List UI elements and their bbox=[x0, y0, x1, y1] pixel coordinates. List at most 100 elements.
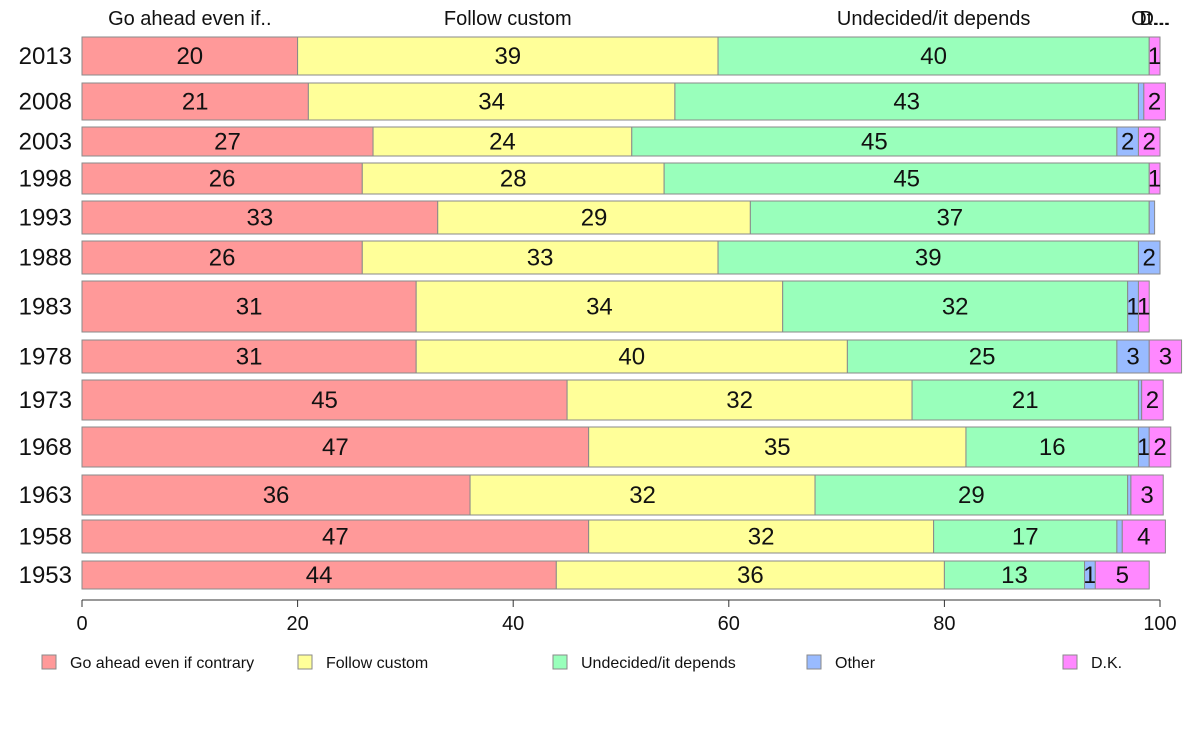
x-tick-label: 40 bbox=[502, 613, 524, 635]
bar-segment bbox=[1094, 560, 1150, 590]
bar-row-1958: 47 32 17 4 bbox=[81, 519, 1166, 554]
bar-segment bbox=[1130, 474, 1164, 516]
x-tick-label: 80 bbox=[933, 613, 955, 635]
data-label: 28 bbox=[500, 166, 527, 193]
bar-row-2003: 27 24 45 2 2 bbox=[81, 126, 1161, 157]
bar-segment bbox=[782, 280, 1129, 333]
legend-swatch bbox=[1062, 654, 1078, 670]
bar-segment bbox=[437, 200, 751, 235]
data-label: 36 bbox=[263, 482, 290, 509]
top-category-label: Follow custom bbox=[444, 8, 572, 30]
data-label: 2 bbox=[1153, 434, 1166, 461]
bar-row-1983: 31 34 32 11 bbox=[81, 280, 1151, 333]
data-label: 33 bbox=[527, 245, 554, 272]
legend-item: Other bbox=[806, 654, 876, 672]
bar-row-1953: 44 36 13 1 5 bbox=[81, 560, 1150, 590]
x-axis: 0 20 40 60 80 100 bbox=[76, 599, 1177, 635]
legend-swatch bbox=[297, 654, 313, 670]
bar-segment bbox=[717, 240, 1139, 275]
x-tick-label: 20 bbox=[286, 613, 308, 635]
legend-swatch bbox=[552, 654, 568, 670]
bar-segment bbox=[81, 519, 590, 554]
legend-label: Undecided/it depends bbox=[581, 655, 736, 672]
bar-row-1968: 47 35 16 1 2 bbox=[81, 426, 1172, 468]
bar-row-1973: 45 32 21 2 bbox=[81, 379, 1164, 421]
bar-segment bbox=[1148, 339, 1183, 374]
year-label: 1958 bbox=[19, 524, 72, 551]
data-label: 26 bbox=[209, 166, 236, 193]
bar-segment bbox=[81, 474, 471, 516]
year-label: 1993 bbox=[19, 205, 72, 232]
data-label: 2 bbox=[1146, 387, 1159, 414]
data-label: 32 bbox=[726, 387, 753, 414]
bar-segment bbox=[81, 560, 557, 590]
bar-segment bbox=[933, 519, 1118, 554]
data-label: 1 bbox=[1137, 294, 1150, 321]
data-label: 44 bbox=[306, 562, 333, 589]
data-label: 29 bbox=[581, 205, 608, 232]
bar-segment bbox=[846, 339, 1118, 374]
data-label: 5 bbox=[1116, 562, 1129, 589]
bar-segment bbox=[81, 162, 363, 195]
bar-row-2013: 20 39 40 1 bbox=[81, 36, 1161, 76]
data-label: 1 bbox=[1083, 562, 1096, 589]
year-label: 1998 bbox=[19, 166, 72, 193]
data-label: 45 bbox=[861, 129, 888, 156]
top-category-label: Undecided/it depends bbox=[837, 8, 1030, 30]
data-label: 16 bbox=[1039, 434, 1066, 461]
bar-segment bbox=[361, 162, 665, 195]
data-label: 29 bbox=[958, 482, 985, 509]
top-category-labels: Go ahead even if.. Follow custom Undecided… bbox=[108, 8, 1170, 30]
bar-segment bbox=[372, 126, 633, 157]
bar-segment bbox=[1137, 82, 1145, 121]
data-label: 21 bbox=[1012, 387, 1039, 414]
bar-segment bbox=[81, 82, 309, 121]
data-label: 37 bbox=[936, 205, 963, 232]
year-label: 1973 bbox=[19, 387, 72, 414]
data-label: 40 bbox=[920, 43, 947, 70]
bar-segment bbox=[674, 82, 1139, 121]
bar-segment bbox=[749, 200, 1150, 235]
bar-segment bbox=[1148, 162, 1161, 195]
bar-segment bbox=[588, 426, 967, 468]
bar-row-1988: 26 33 39 2 bbox=[81, 240, 1161, 275]
data-label: 2 bbox=[1143, 245, 1156, 272]
data-label: 24 bbox=[489, 129, 516, 156]
data-label: 3 bbox=[1126, 344, 1139, 371]
data-label: 1 bbox=[1148, 43, 1161, 70]
data-label: 21 bbox=[182, 89, 209, 116]
year-label: 1963 bbox=[19, 482, 72, 509]
bar-row-2008: 21 34 43 2 bbox=[81, 82, 1166, 121]
bar-segment bbox=[1121, 519, 1166, 554]
bar-row-1978: 31 40 25 3 3 bbox=[81, 339, 1183, 374]
data-label: 32 bbox=[748, 524, 775, 551]
year-label: 1953 bbox=[19, 562, 72, 589]
year-label: 2008 bbox=[19, 89, 72, 116]
x-tick-label: 0 bbox=[76, 613, 87, 635]
legend-label: D.K. bbox=[1091, 655, 1122, 672]
data-label: 27 bbox=[214, 129, 241, 156]
data-label: 31 bbox=[236, 344, 263, 371]
data-label: 35 bbox=[764, 434, 791, 461]
data-label: 2 bbox=[1121, 129, 1134, 156]
bar-segment bbox=[911, 379, 1139, 421]
bar-segment bbox=[1116, 519, 1123, 554]
bar-segment bbox=[81, 339, 417, 374]
year-label: 1978 bbox=[19, 344, 72, 371]
bar-segment bbox=[81, 379, 568, 421]
bar-segment bbox=[415, 280, 784, 333]
data-label: 3 bbox=[1159, 344, 1172, 371]
data-label: 2 bbox=[1148, 89, 1161, 116]
data-label: 32 bbox=[629, 482, 656, 509]
x-tick-label: 60 bbox=[718, 613, 740, 635]
legend-swatch bbox=[806, 654, 822, 670]
bar-segment bbox=[307, 82, 676, 121]
legend-label: Other bbox=[835, 655, 876, 672]
data-label: 39 bbox=[915, 245, 942, 272]
data-label: 1 bbox=[1137, 434, 1150, 461]
bar-segment bbox=[81, 240, 363, 275]
top-category-label: Go ahead even if.. bbox=[108, 8, 271, 30]
year-label: 1988 bbox=[19, 245, 72, 272]
